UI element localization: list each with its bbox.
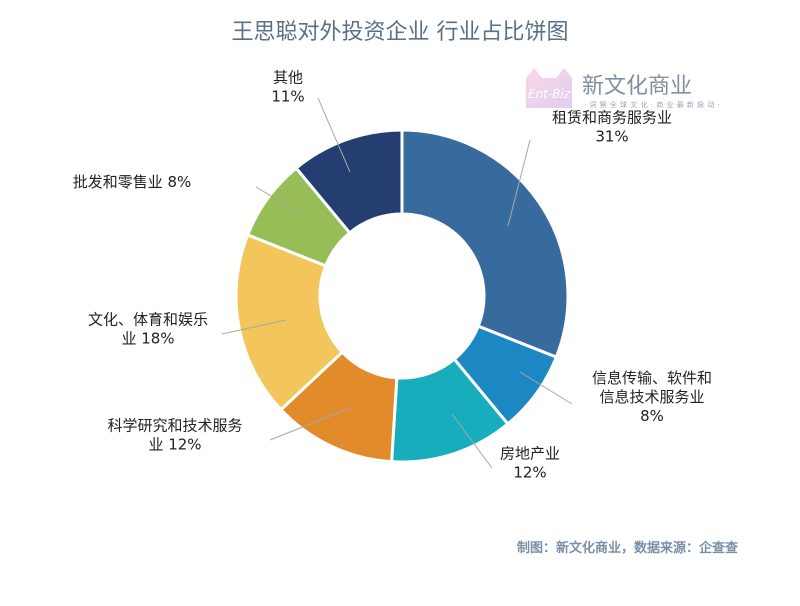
slice-label-5: 文化、体育和娱乐业 18% bbox=[88, 311, 208, 348]
slice-label-1: 租赁和商务服务业 31% bbox=[552, 109, 672, 146]
slice-label-7: 其他 11% bbox=[271, 69, 304, 106]
leader-line-3 bbox=[451, 413, 493, 469]
slice-7 bbox=[294, 128, 404, 235]
source-note: 制图：新文化商业，数据来源：企查查 bbox=[516, 541, 738, 556]
slice-5 bbox=[234, 232, 345, 412]
slice-1 bbox=[400, 128, 570, 360]
leader-line-4 bbox=[269, 407, 351, 441]
donut-chart: 租赁和商务服务业 31% 信息传输、软件和信息技术服务业 8% 房地产业 12% 科学研究和… bbox=[73, 69, 712, 482]
slice-label-4: 科学研究和技术服务业 12% bbox=[107, 417, 242, 454]
label-group: 租赁和商务服务业 31% 信息传输、软件和信息技术服务业 8% 房地产业 12% 科学研究和… bbox=[73, 69, 712, 482]
leader-line-5 bbox=[221, 319, 287, 335]
leader-line-group bbox=[221, 97, 573, 469]
leader-line-1 bbox=[507, 139, 531, 227]
leader-line-6 bbox=[255, 186, 299, 213]
ent-biz-logo-icon: Ent-Biz bbox=[526, 68, 572, 108]
slice-label-2: 信息传输、软件和信息技术服务业 8% bbox=[592, 369, 712, 425]
chart-title: 王思聪对外投资企业 行业占比饼图 bbox=[231, 20, 569, 45]
slice-group bbox=[234, 128, 570, 464]
watermark-tagline: · 洞 察 全 球 文 化 · 商 业 最 新 脉 动 · bbox=[584, 101, 721, 109]
watermark-brand: 新文化商业 bbox=[582, 74, 693, 99]
slice-label-6: 批发和零售业 8% bbox=[73, 173, 192, 191]
slice-label-3: 房地产业 12% bbox=[500, 445, 560, 482]
footer bbox=[0, 490, 800, 606]
leader-line-2 bbox=[519, 371, 573, 405]
leader-line-7 bbox=[317, 97, 351, 173]
watermark: Ent-Biz 新文化商业 · 洞 察 全 球 文 化 · 商 业 最 新 脉 … bbox=[520, 62, 750, 118]
svg-text:Ent-Biz: Ent-Biz bbox=[528, 87, 571, 101]
